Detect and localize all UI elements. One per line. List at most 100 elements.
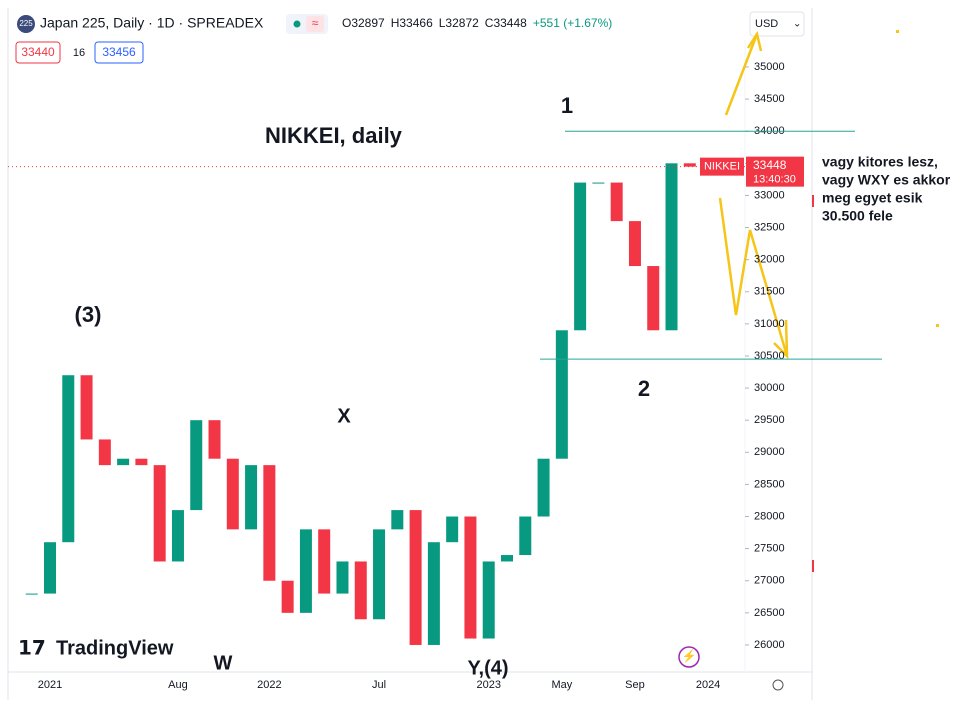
x-tick-label: 2024 <box>696 679 720 691</box>
name-tag <box>700 157 744 176</box>
y-tick-label: 29000 <box>754 446 785 458</box>
annotation: (3) <box>75 302 102 327</box>
candle <box>336 561 349 594</box>
candle <box>318 529 331 594</box>
name-label: NIKKEI <box>704 161 740 173</box>
ohlc-value: H33466 <box>391 16 433 30</box>
candle <box>427 542 440 645</box>
candle <box>464 516 477 639</box>
candle <box>446 516 459 543</box>
bid: 33440 <box>21 45 55 59</box>
y-tick-label: 29500 <box>754 414 785 426</box>
forecast-arrows <box>718 30 789 360</box>
y-tick-label: 26500 <box>754 607 785 619</box>
annotation: W <box>214 652 233 674</box>
ask: 33456 <box>102 45 136 59</box>
candle <box>208 420 221 459</box>
x-tick-label: Aug <box>168 679 188 691</box>
event-icon-glyph: ⚡ <box>682 649 697 663</box>
candle <box>281 580 294 613</box>
arrow-down <box>718 197 789 357</box>
candle <box>153 465 166 562</box>
note-line: 30.500 fele <box>822 208 893 224</box>
candle <box>117 458 130 466</box>
annotation: 1 <box>561 93 573 118</box>
note-line: vagy kitores lesz, <box>822 154 938 170</box>
plot <box>25 163 696 645</box>
note-line: vagy WXY es akkor <box>822 172 951 188</box>
candle <box>683 163 696 167</box>
currency-button[interactable] <box>749 11 805 37</box>
y-tick-label: 35000 <box>754 61 785 73</box>
x-tick-label: 2022 <box>257 679 281 691</box>
annotation: X <box>337 405 351 427</box>
y-tick-label: 27500 <box>754 543 785 555</box>
candle <box>62 375 75 543</box>
ohlc-value: +551 (+1.67%) <box>533 16 612 30</box>
settings-icon[interactable] <box>772 679 784 691</box>
ohlc-value: L32872 <box>439 16 479 30</box>
arrow-head <box>773 319 789 360</box>
x-tick-label: May <box>551 679 572 691</box>
price-label: 33448 <box>753 158 787 172</box>
x-tick-label: Jul <box>372 679 386 691</box>
brand: TradingView <box>56 637 174 659</box>
dot <box>896 30 899 33</box>
candle <box>245 465 258 530</box>
symbol-badge: 225 <box>19 19 33 28</box>
status-dot <box>293 20 301 28</box>
candle <box>135 458 148 466</box>
candle <box>610 182 623 222</box>
currency: USD <box>755 18 778 30</box>
y-tick-label: 27000 <box>754 575 785 587</box>
event-icon[interactable] <box>678 646 700 668</box>
candle <box>628 221 641 267</box>
x-tick-label: 2023 <box>476 679 500 691</box>
status-icon <box>306 16 324 32</box>
y-tick-label: 26000 <box>754 639 785 651</box>
y-tick-label: 30500 <box>754 350 785 362</box>
candle <box>98 439 111 466</box>
y-tick-label: 31000 <box>754 318 785 330</box>
dropdown-caret: ⌄ <box>793 19 801 30</box>
y-tick-label: 30000 <box>754 382 785 394</box>
note-line: meg egyet esik <box>822 190 923 206</box>
dot <box>812 560 814 572</box>
bid-box[interactable] <box>15 41 61 64</box>
arrow-head <box>746 30 763 52</box>
x-tick-label: Sep <box>625 679 645 691</box>
status-icon-glyph: ≈ <box>312 16 319 30</box>
ohlc-value: O32897 <box>342 16 385 30</box>
candle <box>44 542 56 594</box>
candle <box>647 266 660 331</box>
candle <box>299 529 312 613</box>
candle <box>409 510 422 645</box>
candle <box>190 420 203 511</box>
candle <box>555 330 568 459</box>
candle <box>391 510 404 530</box>
chart-title: Japan 225, Daily · 1D · SPREADEX <box>40 15 264 31</box>
candle <box>519 516 532 556</box>
spread: 16 <box>73 47 85 59</box>
y-tick-label: 28500 <box>754 478 785 490</box>
annotation: Y,(4) <box>467 657 508 679</box>
annotation: NIKKEI, daily <box>265 123 403 148</box>
ask-box[interactable] <box>94 41 144 64</box>
candle <box>537 458 550 517</box>
dot <box>936 324 939 327</box>
candle <box>574 182 587 331</box>
y-tick-label: 32000 <box>754 254 785 266</box>
candle <box>171 510 184 562</box>
symbol-logo <box>17 15 35 33</box>
price-time: 13:40:30 <box>753 174 796 186</box>
candle <box>80 375 93 440</box>
arrow-up <box>724 33 759 116</box>
y-tick-label: 28000 <box>754 510 785 522</box>
price-tag <box>746 156 804 187</box>
candle <box>501 555 513 562</box>
candle <box>354 561 367 620</box>
ohlc-value: C33448 <box>485 16 527 30</box>
candle <box>482 561 495 639</box>
